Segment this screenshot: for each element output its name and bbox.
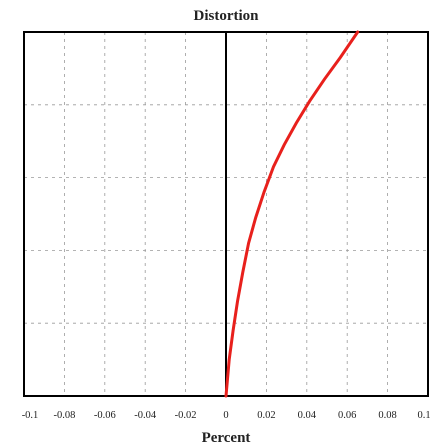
x-tick-label-5: 0 xyxy=(223,410,228,421)
x-tick-label-7: 0.04 xyxy=(298,410,317,421)
chart-title: Distortion xyxy=(194,8,260,24)
x-tick-label-4: -0.02 xyxy=(175,410,197,421)
x-tick-label-8: 0.06 xyxy=(338,410,356,421)
x-tick-label-9: 0.08 xyxy=(378,410,396,421)
x-axis-label: Percent xyxy=(202,430,251,446)
x-tick-label-0: -0.1 xyxy=(22,410,39,421)
grid-lines xyxy=(24,32,428,396)
x-tick-labels: -0.1 -0.08 -0.06 -0.04 -0.02 0 0.02 0.04 0.06 0.0… xyxy=(22,410,431,421)
x-tick-label-2: -0.06 xyxy=(94,410,116,421)
x-tick-label-1: -0.08 xyxy=(53,410,75,421)
distortion-curve xyxy=(224,30,360,398)
x-tick-label-10: 0.1 xyxy=(417,410,430,421)
x-tick-label-6: 0.02 xyxy=(257,410,275,421)
x-tick-label-3: -0.04 xyxy=(134,410,157,421)
